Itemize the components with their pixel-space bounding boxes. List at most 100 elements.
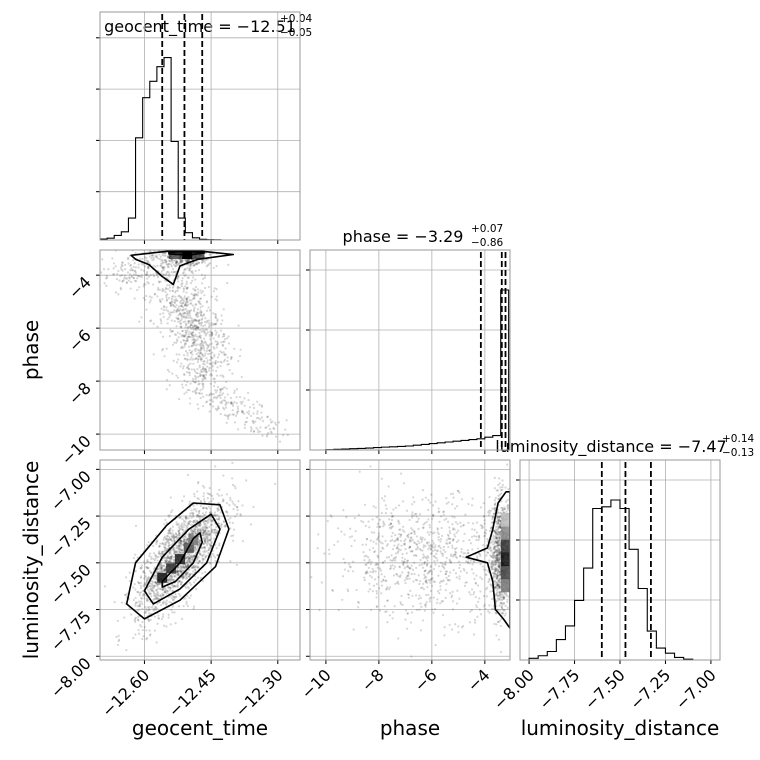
sample-point (152, 586, 155, 590)
scatter-clip (100, 250, 289, 443)
sample-point (168, 335, 171, 338)
sample-point (436, 589, 440, 593)
sample-point (194, 528, 197, 531)
sample-point (175, 338, 179, 341)
sample-point (492, 562, 495, 566)
sample-point (168, 577, 171, 581)
sample-point (140, 591, 143, 594)
sample-point (411, 549, 414, 553)
sample-point (420, 563, 424, 566)
sample-point (399, 533, 403, 536)
sample-point (149, 320, 152, 323)
sample-point (492, 552, 496, 555)
sample-point (222, 375, 225, 379)
sample-point (178, 532, 181, 535)
sample-point (181, 333, 184, 337)
sample-point (195, 262, 198, 265)
sample-point (184, 303, 187, 307)
sample-point (159, 317, 162, 321)
sample-point (495, 553, 499, 556)
sample-point (160, 262, 163, 265)
sample-point (147, 566, 150, 570)
sample-point (190, 332, 193, 335)
sample-point (206, 492, 209, 495)
sample-point (175, 536, 178, 539)
sample-point (200, 273, 203, 276)
sample-point (198, 336, 201, 339)
sample-point (139, 575, 142, 578)
sample-point (201, 324, 205, 328)
sample-point (205, 265, 208, 268)
sample-point (374, 506, 377, 509)
sample-point (495, 533, 498, 536)
sample-point (181, 277, 184, 280)
sample-point (463, 532, 466, 536)
sample-point (220, 322, 223, 326)
sample-point (179, 571, 183, 574)
sample-point (497, 497, 500, 501)
sample-point (190, 271, 193, 274)
sample-point (462, 523, 465, 526)
sample-point (421, 586, 424, 589)
sample-point (419, 558, 422, 562)
sample-point (188, 553, 191, 556)
sample-point (242, 412, 246, 415)
sample-point (380, 477, 384, 480)
sample-point (147, 576, 150, 579)
sample-point (485, 595, 488, 598)
sample-point (178, 546, 181, 549)
sample-point (497, 560, 500, 563)
sample-point (155, 273, 159, 277)
sample-point (396, 547, 399, 550)
sample-point (197, 561, 200, 564)
sample-point (495, 573, 498, 576)
sample-point (167, 273, 170, 277)
sample-point (163, 523, 166, 526)
sample-point (195, 547, 198, 550)
sample-point (182, 287, 185, 290)
sample-point (486, 586, 489, 589)
sample-point (231, 404, 234, 407)
sample-point (209, 403, 212, 406)
sample-point (178, 262, 181, 265)
sample-point (198, 559, 201, 562)
sample-point (183, 304, 187, 307)
sample-point (186, 571, 190, 574)
sample-point (181, 259, 184, 262)
sample-point (171, 261, 174, 264)
sample-point (225, 510, 228, 513)
sample-point (194, 389, 197, 392)
sample-point (491, 515, 495, 518)
sample-point (185, 391, 188, 394)
sample-point (391, 564, 394, 567)
sample-point (424, 544, 427, 548)
sample-point (118, 279, 121, 282)
sample-point (201, 328, 204, 331)
sample-point (204, 341, 208, 344)
sample-point (168, 576, 171, 579)
sample-point (161, 289, 164, 293)
sample-point (134, 266, 138, 269)
sample-point (386, 543, 389, 546)
sample-point (461, 555, 465, 558)
sample-point (166, 318, 169, 321)
sample-point (159, 570, 163, 573)
sample-point (439, 515, 443, 518)
sample-point (282, 434, 285, 437)
sample-point (232, 508, 235, 511)
sample-point (371, 590, 374, 593)
sample-point (202, 330, 205, 333)
sample-point (119, 288, 122, 291)
sample-point (423, 573, 426, 576)
sample-point (189, 530, 193, 533)
sample-point (195, 387, 198, 390)
sample-point (151, 583, 154, 586)
sample-point (459, 554, 462, 558)
sample-point (199, 334, 202, 337)
sample-point (197, 544, 201, 547)
sample-point (156, 585, 159, 588)
sample-point (494, 531, 497, 534)
sample-point (168, 532, 172, 535)
sample-point (184, 597, 187, 600)
sample-point (491, 551, 494, 554)
